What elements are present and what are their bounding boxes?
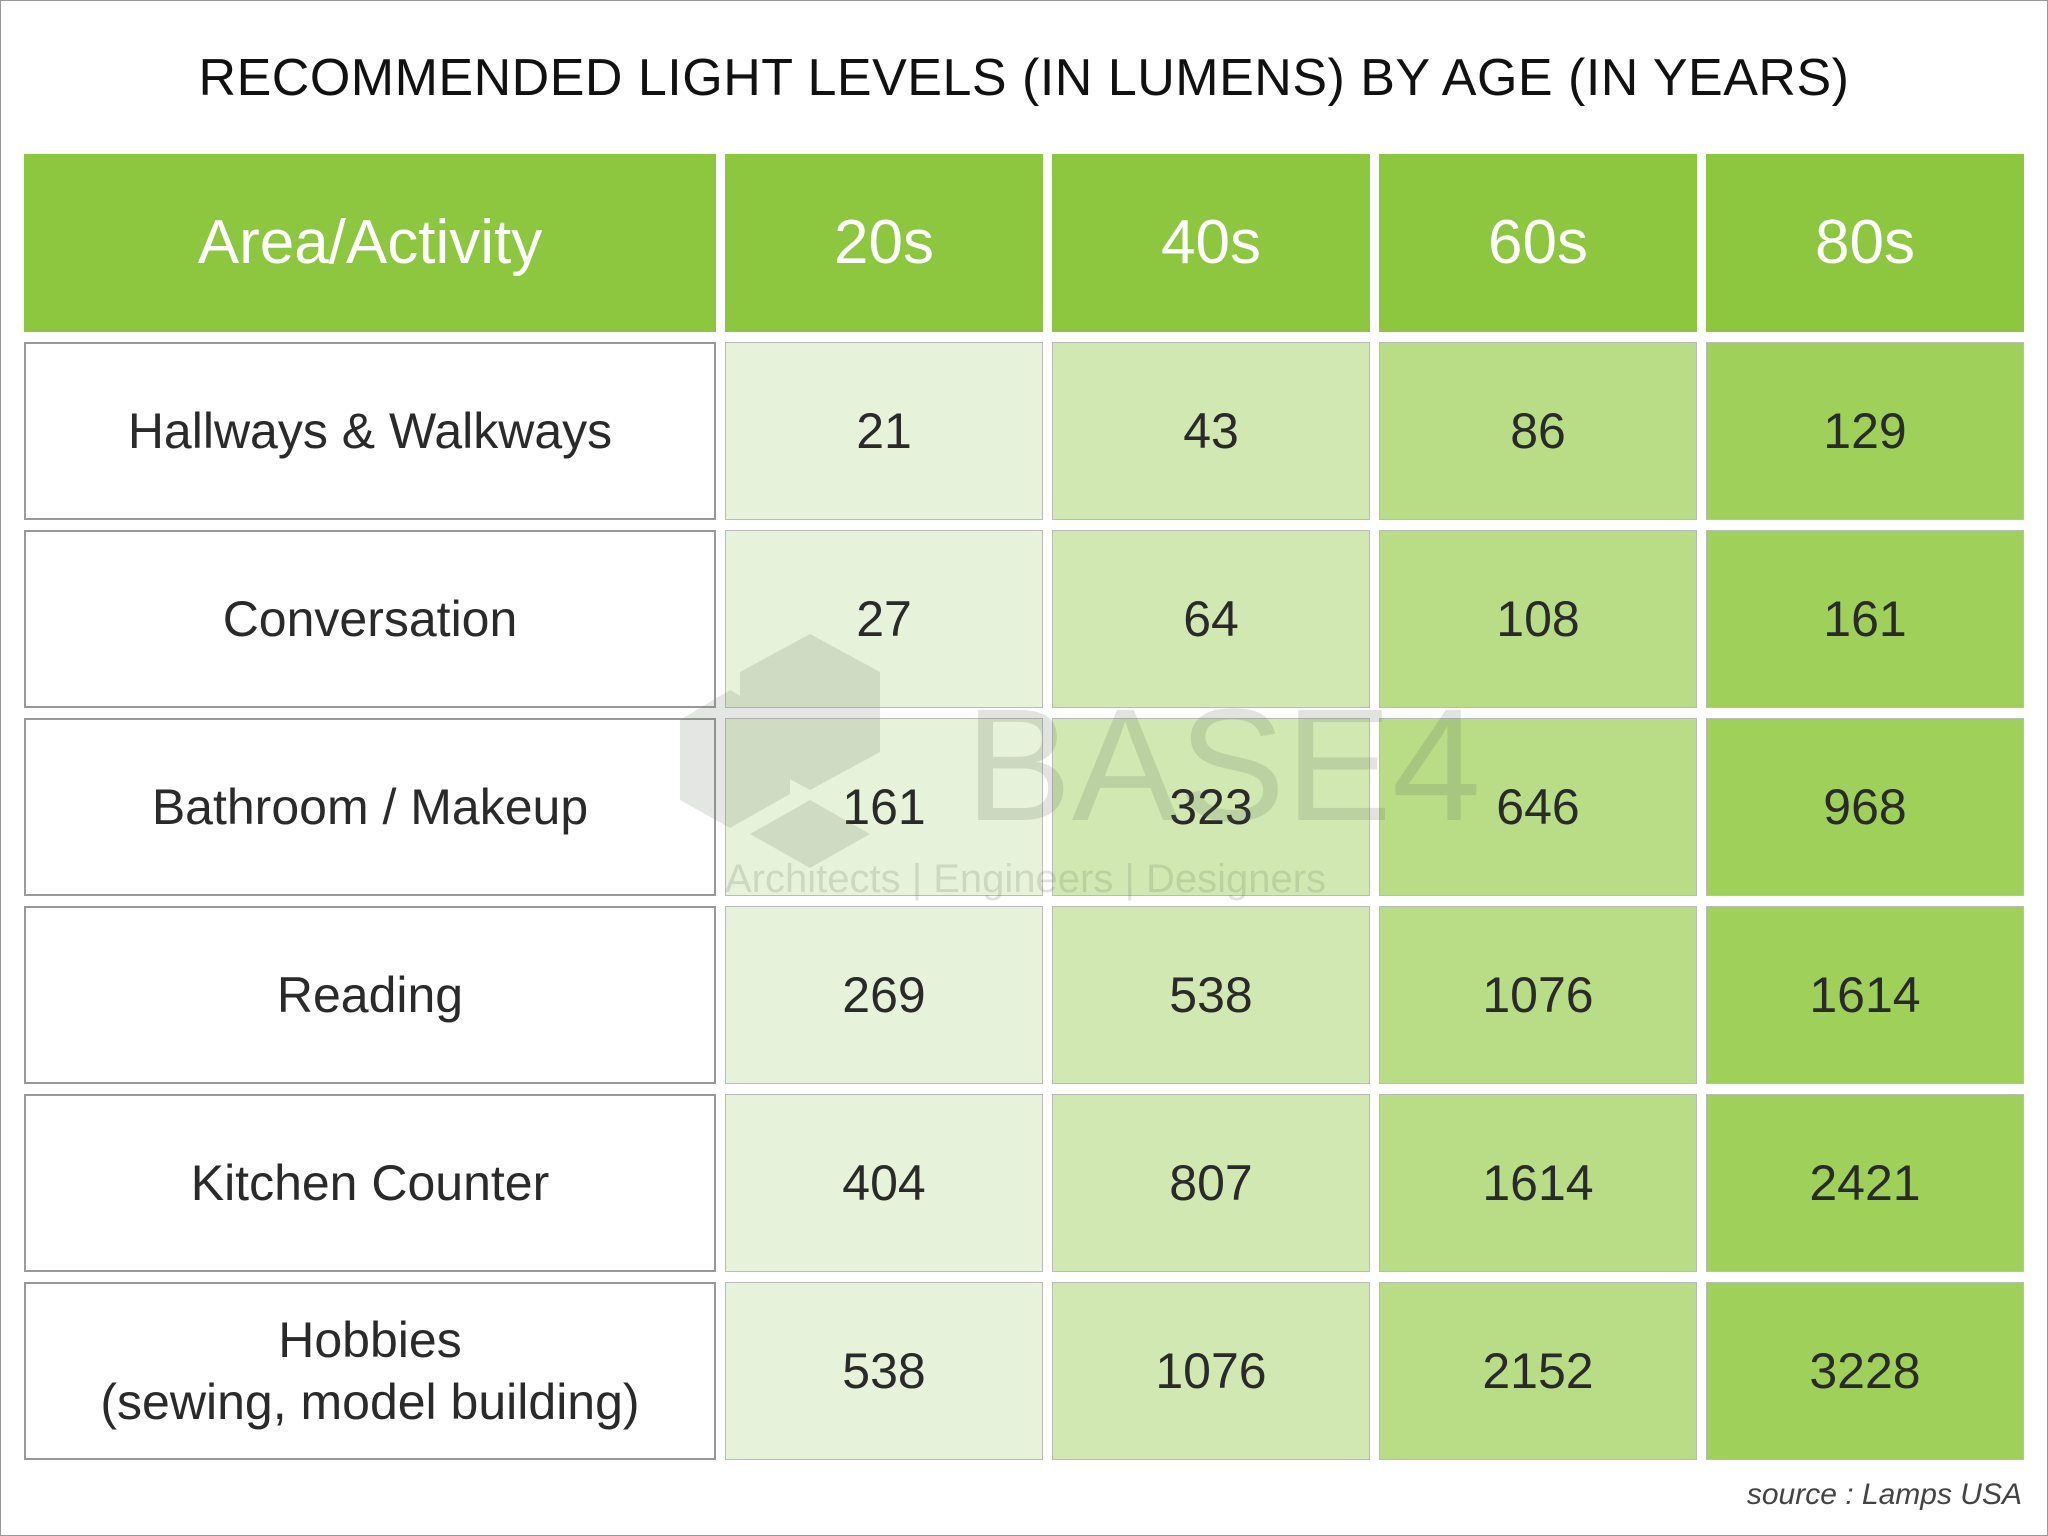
header-cell: 60s: [1379, 154, 1697, 332]
table: Area/Activity 20s 40s 60s 80s Hallways & Walk…: [24, 154, 2024, 1460]
value-cell: 161: [725, 718, 1043, 896]
value-cell: 3228: [1706, 1282, 2024, 1460]
value-cell: 86: [1379, 342, 1697, 520]
value-cell: 129: [1706, 342, 2024, 520]
value-cell: 1614: [1379, 1094, 1697, 1272]
value-cell: 43: [1052, 342, 1370, 520]
value-cell: 323: [1052, 718, 1370, 896]
value-cell: 538: [1052, 906, 1370, 1084]
row-label: Hobbies (sewing, model building): [24, 1282, 716, 1460]
value-cell: 404: [725, 1094, 1043, 1272]
value-cell: 968: [1706, 718, 2024, 896]
title: RECOMMENDED LIGHT LEVELS (IN LUMENS) BY …: [198, 49, 1850, 107]
value-cell: 646: [1379, 718, 1697, 896]
value-cell: 1614: [1706, 906, 2024, 1084]
row-label: Kitchen Counter: [24, 1094, 716, 1272]
header-cell: 40s: [1052, 154, 1370, 332]
row-label: Bathroom / Makeup: [24, 718, 716, 896]
value-cell: 161: [1706, 530, 2024, 708]
value-cell: 2152: [1379, 1282, 1697, 1460]
value-cell: 1076: [1052, 1282, 1370, 1460]
value-cell: 2421: [1706, 1094, 2024, 1272]
value-cell: 807: [1052, 1094, 1370, 1272]
value-cell: 538: [725, 1282, 1043, 1460]
row-label: Reading: [24, 906, 716, 1084]
value-cell: 1076: [1379, 906, 1697, 1084]
value-cell: 269: [725, 906, 1043, 1084]
value-cell: 64: [1052, 530, 1370, 708]
value-cell: 21: [725, 342, 1043, 520]
value-cell: 27: [725, 530, 1043, 708]
row-label: Conversation: [24, 530, 716, 708]
source: source : Lamps USA: [1746, 1478, 2022, 1511]
row-label: Hallways & Walkways: [24, 342, 716, 520]
header-cell: Area/Activity: [24, 154, 716, 332]
header-cell: 20s: [725, 154, 1043, 332]
value-cell: 108: [1379, 530, 1697, 708]
header-cell: 80s: [1706, 154, 2024, 332]
